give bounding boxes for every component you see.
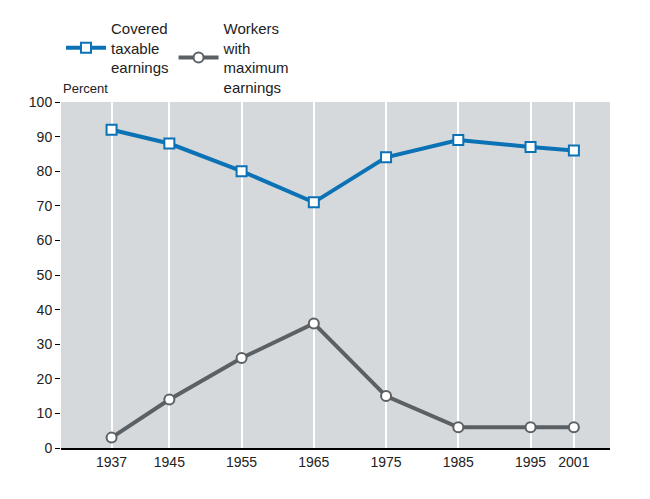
svg-text:1965: 1965 xyxy=(298,454,329,470)
svg-text:1975: 1975 xyxy=(370,454,401,470)
svg-text:0: 0 xyxy=(44,440,52,456)
svg-text:Percent: Percent xyxy=(63,81,108,96)
svg-text:1985: 1985 xyxy=(443,454,474,470)
svg-text:30: 30 xyxy=(37,336,53,352)
svg-text:70: 70 xyxy=(37,198,53,214)
svg-text:50: 50 xyxy=(37,267,53,283)
svg-text:1955: 1955 xyxy=(226,454,257,470)
svg-text:100: 100 xyxy=(29,94,53,110)
svg-text:Workerswithmaximumearnings: Workerswithmaximumearnings xyxy=(223,20,289,96)
svg-text:10: 10 xyxy=(37,405,53,421)
svg-text:Coveredtaxableearnings: Coveredtaxableearnings xyxy=(111,20,169,76)
svg-text:2001: 2001 xyxy=(558,454,589,470)
svg-text:1995: 1995 xyxy=(515,454,546,470)
svg-text:90: 90 xyxy=(37,129,53,145)
svg-text:40: 40 xyxy=(37,302,53,318)
svg-text:60: 60 xyxy=(37,232,53,248)
svg-text:1937: 1937 xyxy=(96,454,127,470)
svg-text:1945: 1945 xyxy=(154,454,185,470)
svg-text:20: 20 xyxy=(37,371,53,387)
svg-text:80: 80 xyxy=(37,163,53,179)
